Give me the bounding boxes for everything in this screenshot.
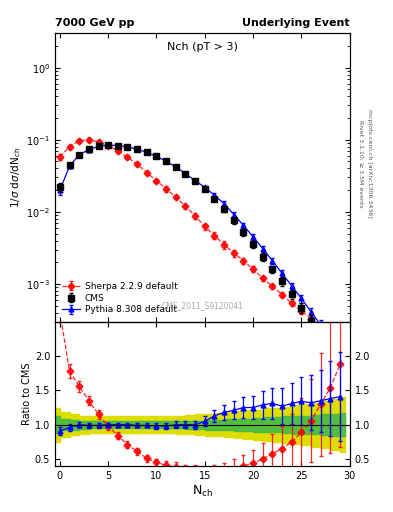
Text: CMS_2011_S9120041: CMS_2011_S9120041 xyxy=(162,301,243,310)
Text: Rivet 3.1.10; ≥ 3.5M events: Rivet 3.1.10; ≥ 3.5M events xyxy=(358,120,364,208)
Text: 7000 GeV pp: 7000 GeV pp xyxy=(55,18,134,28)
Legend: Sherpa 2.2.9 default, CMS, Pythia 8.308 default: Sherpa 2.2.9 default, CMS, Pythia 8.308 … xyxy=(59,280,180,317)
Y-axis label: Ratio to CMS: Ratio to CMS xyxy=(22,362,32,425)
X-axis label: N$_{\mathsf{ch}}$: N$_{\mathsf{ch}}$ xyxy=(192,483,213,499)
Text: mcplots.cern.ch [arXiv:1306.3436]: mcplots.cern.ch [arXiv:1306.3436] xyxy=(367,110,373,218)
Text: Nch (pT > 3): Nch (pT > 3) xyxy=(167,42,238,52)
Text: Underlying Event: Underlying Event xyxy=(242,18,350,28)
Y-axis label: 1/$\sigma$ d$\sigma$/dN$_{\mathsf{ch}}$: 1/$\sigma$ d$\sigma$/dN$_{\mathsf{ch}}$ xyxy=(9,147,24,208)
